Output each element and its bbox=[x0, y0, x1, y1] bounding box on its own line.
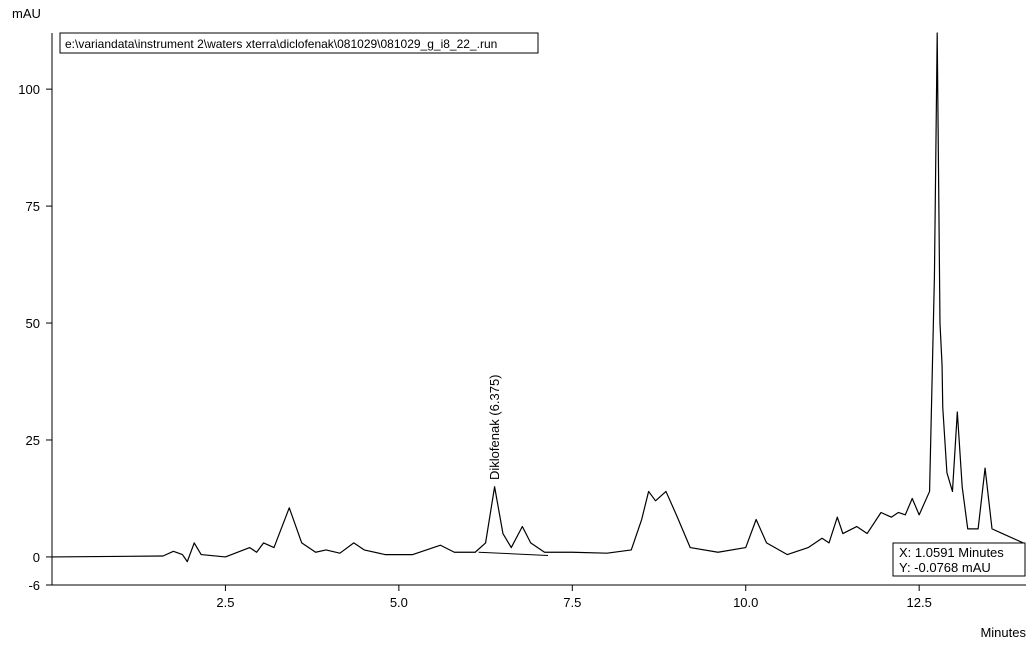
y-tick-label: 50 bbox=[26, 316, 40, 331]
y-tick-label: 0 bbox=[33, 550, 40, 565]
cursor-x: X: 1.0591 Minutes bbox=[899, 545, 1004, 560]
x-tick-label: 12.5 bbox=[907, 595, 932, 610]
y-tick-label: 75 bbox=[26, 199, 40, 214]
y-tick-label: 25 bbox=[26, 433, 40, 448]
x-tick-label: 7.5 bbox=[563, 595, 581, 610]
y-tick-label: -6 bbox=[28, 578, 40, 593]
file-box bbox=[59, 32, 539, 54]
x-tick-label: 10.0 bbox=[733, 595, 758, 610]
integration-baseline bbox=[478, 551, 549, 557]
x-tick-label: 5.0 bbox=[390, 595, 408, 610]
cursor-box bbox=[892, 542, 1026, 577]
x-tick-label: 2.5 bbox=[216, 595, 234, 610]
file-path: e:\variandata\instrument 2\waters xterra… bbox=[65, 37, 497, 51]
cursor-y: Y: -0.0768 mAU bbox=[899, 560, 991, 575]
peak-label: Diklofenak (6.375) bbox=[487, 375, 502, 481]
trace bbox=[51, 32, 1024, 563]
y-axis-label: mAU bbox=[12, 6, 41, 21]
x-axis-label: Minutes bbox=[980, 625, 1026, 640]
y-tick-label: 100 bbox=[18, 82, 40, 97]
